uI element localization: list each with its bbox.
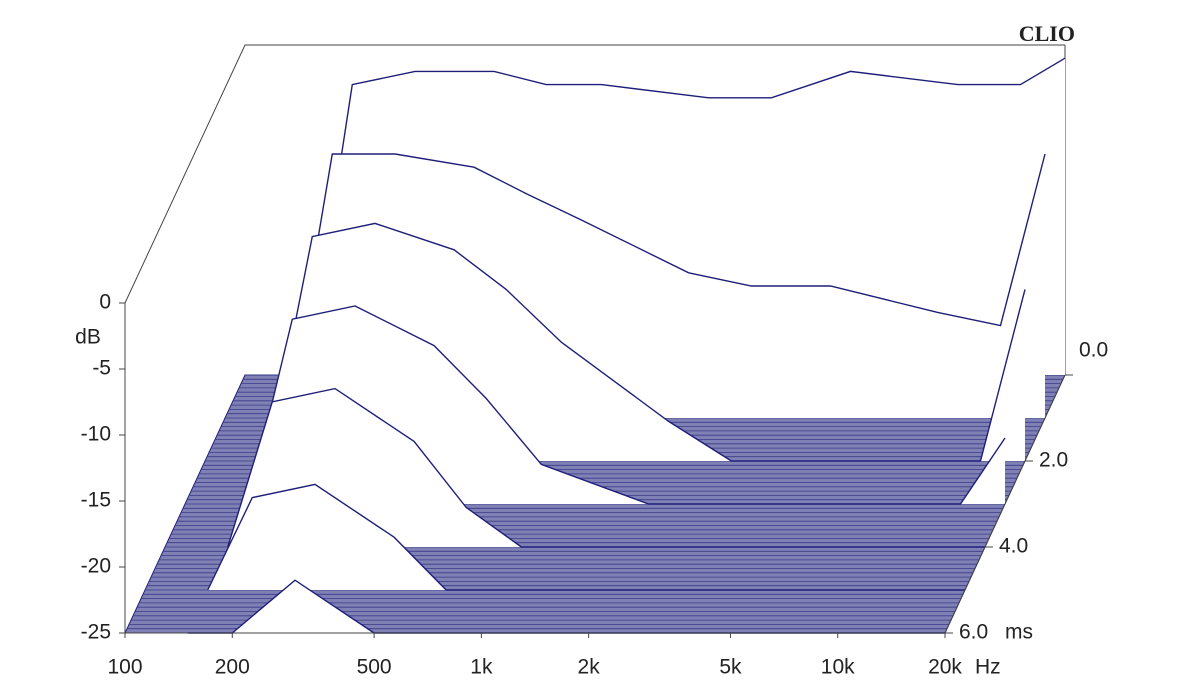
y-tick-label: 0 [99, 291, 111, 314]
slice-fill [227, 388, 985, 547]
y-tick-label: -20 [81, 555, 111, 578]
y-axis-label: dB [75, 326, 101, 349]
x-tick-label: 1k [470, 656, 493, 679]
z-tick-label: 6.0 [959, 621, 988, 644]
x-tick-label: 500 [357, 656, 392, 679]
z-tick-label: 4.0 [999, 535, 1028, 558]
x-tick-label: 5k [719, 656, 742, 679]
wall-outline [124, 44, 1065, 304]
slice-line [287, 153, 1046, 419]
z-axis [944, 374, 1066, 634]
x-tick-label: 20k [928, 656, 962, 679]
slice-fill [247, 306, 1005, 504]
slice-line [267, 222, 1026, 462]
y-tick-label: -25 [81, 621, 111, 644]
x-tick-label: 200 [215, 656, 250, 679]
y-tick-label: -15 [81, 489, 111, 512]
x-tick-label: 100 [107, 656, 142, 679]
slice-line [227, 387, 985, 548]
slice-fill [187, 580, 945, 633]
y-tick-label: -5 [92, 357, 111, 380]
z-axis-label: ms [1005, 621, 1033, 644]
z-tick-label: 2.0 [1039, 449, 1068, 472]
x-axis-label: Hz [975, 656, 1001, 679]
slice-line [247, 305, 1006, 505]
x-tick-label: 2k [578, 656, 601, 679]
slice-line [307, 57, 1066, 376]
z-tick-label: 0.0 [1079, 339, 1108, 362]
brand: CLIO [1019, 21, 1075, 46]
y-tick-label: -10 [81, 423, 111, 446]
slice-line [207, 483, 965, 591]
slice-fill [207, 484, 965, 590]
x-tick-label: 10k [821, 656, 855, 679]
